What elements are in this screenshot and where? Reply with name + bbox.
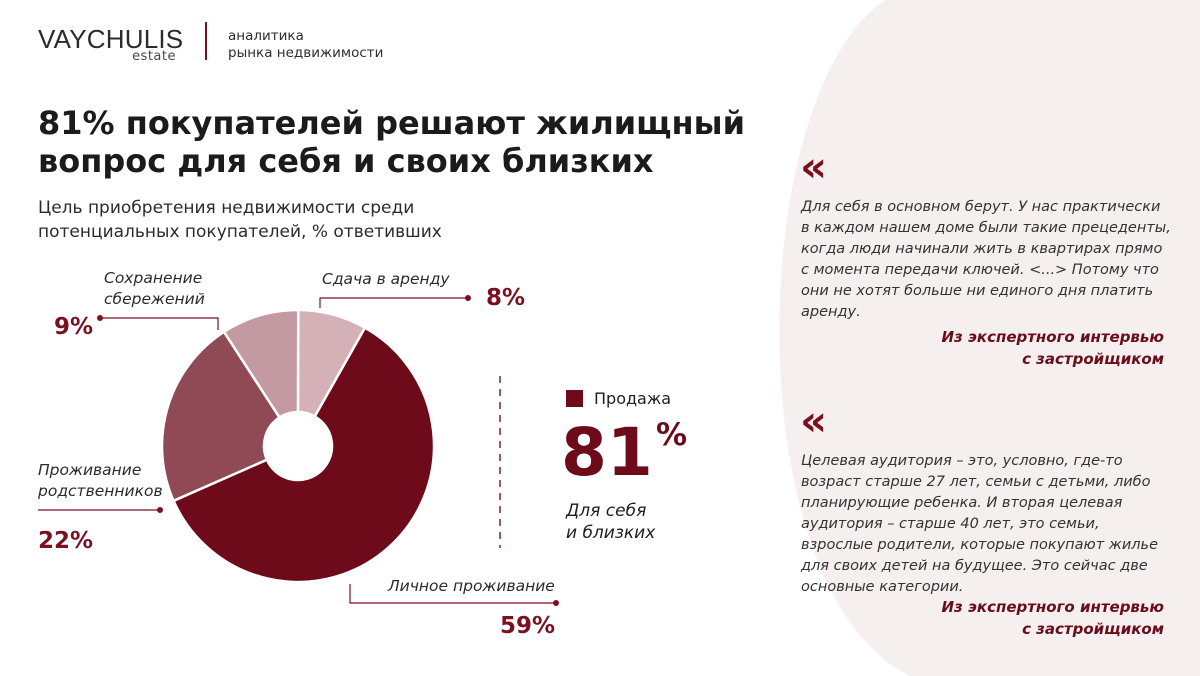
quote-1-text: Для себя в основном берут. У нас практич… bbox=[801, 199, 1171, 320]
leader-line-personal bbox=[349, 584, 556, 604]
tagline-line-2: рынка недвижимости bbox=[228, 45, 384, 61]
label-personal-text: Личное проживание bbox=[388, 577, 555, 595]
label-relatives: Проживание родственников bbox=[38, 460, 163, 502]
tagline: аналитика рынка недвижимости bbox=[228, 28, 383, 62]
leader-line-savings bbox=[100, 317, 219, 330]
pct-personal: 59% bbox=[500, 613, 556, 639]
page-title: 81% покупателей решают жилищный вопрос д… bbox=[38, 104, 745, 180]
tagline-line-1: аналитика bbox=[228, 28, 304, 44]
label-personal: Личное проживание bbox=[388, 576, 555, 597]
page-title-line-1: 81% покупателей решают жилищный bbox=[38, 104, 746, 142]
slice-rent bbox=[296, 308, 367, 419]
chart-subtitle: Цель приобретения недвижимости среди пот… bbox=[38, 196, 442, 244]
quote-2-source-line-1: Из экспертного интервью bbox=[941, 598, 1165, 616]
sale-caption-line-2: и близких bbox=[566, 523, 656, 543]
legend-swatch-sale bbox=[566, 390, 583, 407]
label-rent-text: Сдача в аренду bbox=[322, 270, 450, 288]
label-relatives-line-1: Проживание bbox=[38, 461, 142, 479]
pct-savings: 9% bbox=[54, 314, 94, 340]
header-divider bbox=[205, 22, 207, 60]
chart-subtitle-line-1: Цель приобретения недвижимости среди bbox=[38, 198, 415, 218]
quote-2-source: Из экспертного интервью с застройщиком bbox=[942, 596, 1165, 640]
label-relatives-line-2: родственников bbox=[38, 482, 163, 500]
label-savings-line-2: сбережений bbox=[104, 290, 205, 308]
quote-mark-icon: « bbox=[800, 142, 828, 191]
leader-dot-rent bbox=[465, 295, 471, 301]
sale-caption-line-1: Для себя bbox=[566, 501, 647, 521]
chart-subtitle-line-2: потенциальных покупателей, % ответивших bbox=[38, 222, 442, 242]
donut-slices bbox=[160, 308, 436, 584]
leader-lines bbox=[38, 295, 559, 606]
leader-dot-personal bbox=[553, 600, 559, 606]
quote-1-source-line-2: с застройщиком bbox=[1022, 350, 1164, 368]
label-savings-line-1: Сохранение bbox=[104, 269, 203, 287]
quote-1-source: Из экспертного интервью с застройщиком bbox=[942, 326, 1165, 370]
quote-2-source-line-2: с застройщиком bbox=[1022, 620, 1164, 638]
quote-mark-icon: « bbox=[800, 396, 828, 445]
leader-dot-relatives bbox=[157, 507, 163, 513]
pct-relatives: 22% bbox=[38, 528, 94, 554]
legend-label-sale: Продажа bbox=[594, 389, 672, 408]
label-rent: Сдача в аренду bbox=[322, 269, 450, 290]
label-savings: Сохранение сбережений bbox=[104, 268, 205, 310]
logo-wordmark: VAYCHULIS bbox=[38, 24, 184, 54]
leader-dot-savings bbox=[97, 315, 103, 321]
quote-1-source-line-1: Из экспертного интервью bbox=[941, 328, 1165, 346]
page-title-line-2: вопрос для себя и своих близких bbox=[38, 142, 654, 180]
slice-personal bbox=[171, 325, 436, 584]
sale-big-number: 81 bbox=[561, 414, 653, 491]
logo-subtitle: estate bbox=[132, 49, 176, 64]
quote-2-text: Целевая аудитория – это, условно, где-то… bbox=[801, 453, 1159, 595]
sale-big-percent: % bbox=[656, 417, 688, 453]
leader-line-rent bbox=[319, 297, 468, 308]
sale-caption: Для себя и близких bbox=[566, 500, 655, 544]
pct-rent: 8% bbox=[486, 285, 526, 311]
